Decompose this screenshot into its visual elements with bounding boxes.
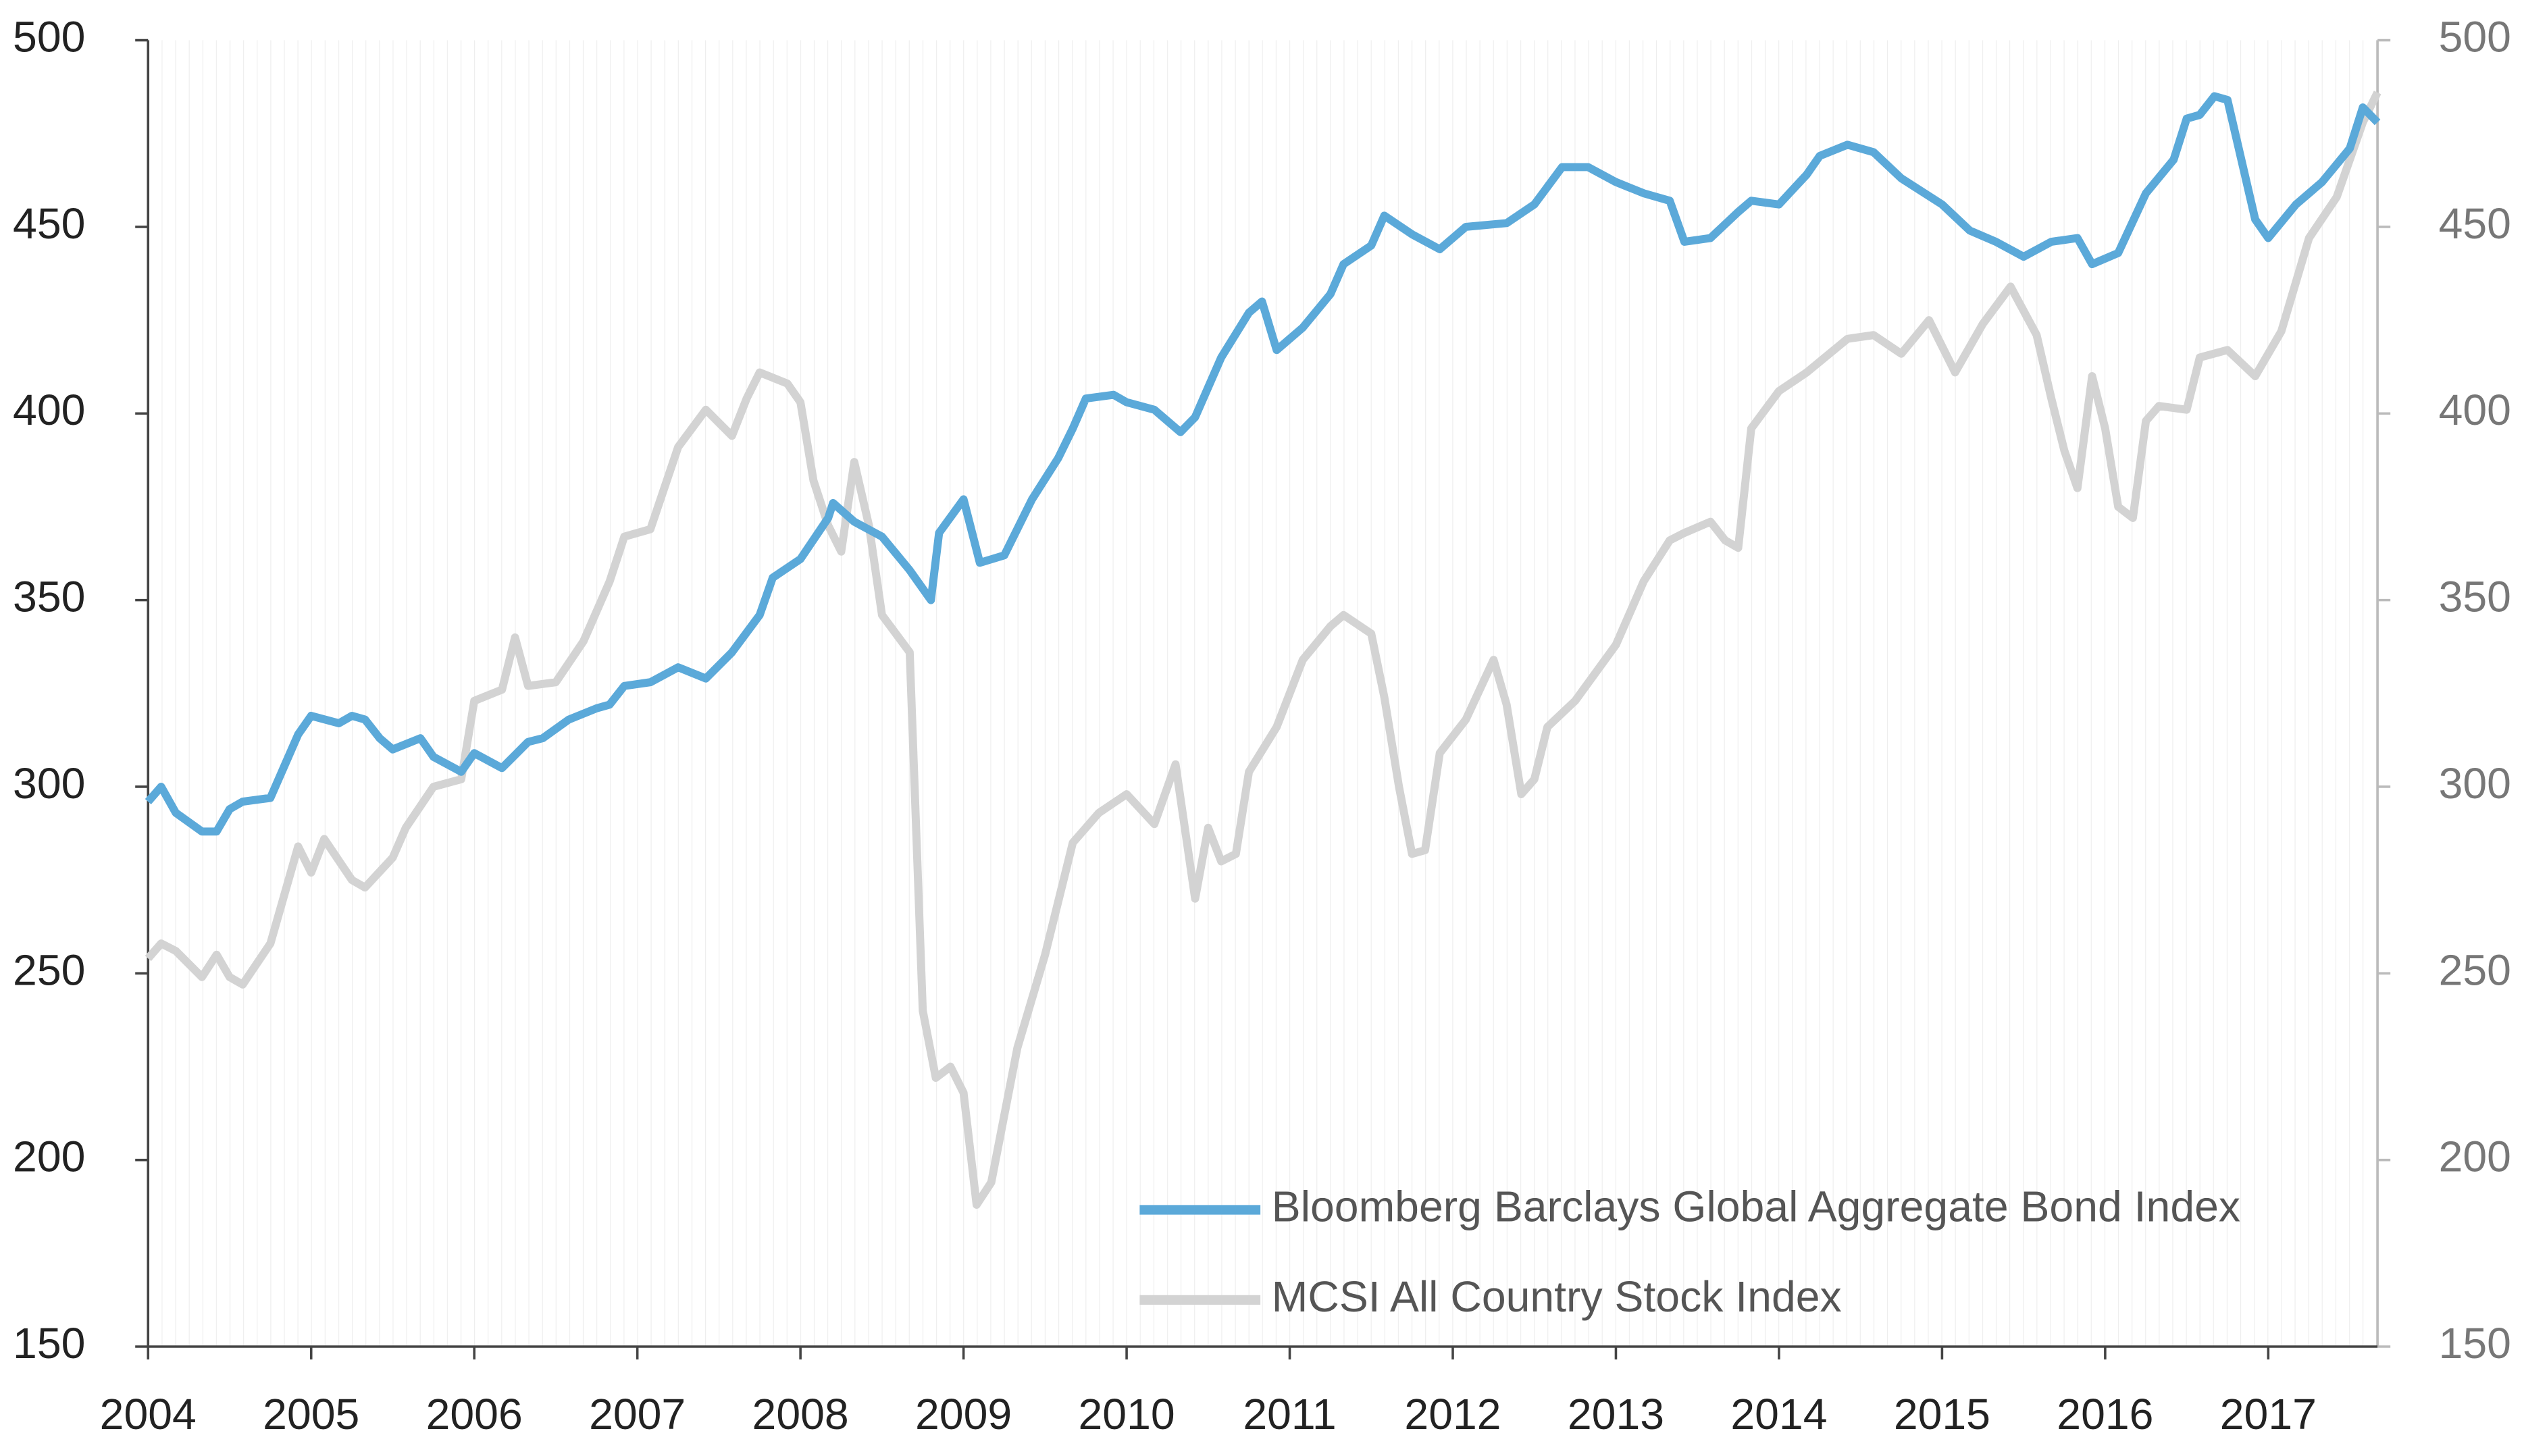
y2-tick-label: 400 bbox=[2439, 386, 2511, 434]
y-tick-label: 500 bbox=[13, 13, 85, 61]
legend-label: MCSI All Country Stock Index bbox=[1272, 1272, 1842, 1321]
y-tick-label: 450 bbox=[13, 199, 85, 248]
y2-tick-label: 500 bbox=[2439, 13, 2511, 61]
legend-label: Bloomberg Barclays Global Aggregate Bond… bbox=[1272, 1182, 2240, 1231]
x-tick-label: 2008 bbox=[752, 1390, 849, 1438]
x-tick-label: 2010 bbox=[1078, 1390, 1175, 1438]
x-tick-label: 2015 bbox=[1894, 1390, 1990, 1438]
y-tick-label: 400 bbox=[13, 386, 85, 434]
x-tick-label: 2012 bbox=[1404, 1390, 1501, 1438]
y2-tick-label: 450 bbox=[2439, 199, 2511, 248]
y-tick-label: 150 bbox=[13, 1319, 85, 1368]
plot-background bbox=[148, 40, 2378, 1347]
x-tick-label: 2005 bbox=[263, 1390, 359, 1438]
x-tick-label: 2017 bbox=[2220, 1390, 2317, 1438]
y2-tick-label: 200 bbox=[2439, 1133, 2511, 1181]
series-line bbox=[145, 92, 2381, 836]
x-tick-label: 2004 bbox=[100, 1390, 197, 1438]
y2-tick-label: 150 bbox=[2439, 1319, 2511, 1368]
y-tick-label: 200 bbox=[13, 1133, 85, 1181]
y-tick-label: 350 bbox=[13, 573, 85, 621]
y2-tick-label: 250 bbox=[2439, 945, 2511, 994]
x-tick-label: 2009 bbox=[915, 1390, 1012, 1438]
y2-tick-label: 350 bbox=[2439, 573, 2511, 621]
x-tick-label: 2011 bbox=[1243, 1390, 1336, 1438]
x-tick-label: 2013 bbox=[1568, 1390, 1664, 1438]
x-tick-label: 2007 bbox=[589, 1390, 686, 1438]
x-tick-label: 2014 bbox=[1730, 1390, 1827, 1438]
y-tick-label: 300 bbox=[13, 759, 85, 808]
y-tick-label: 250 bbox=[13, 945, 85, 994]
series-line bbox=[145, 90, 2381, 1209]
y2-tick-label: 300 bbox=[2439, 759, 2511, 808]
x-tick-label: 2016 bbox=[2057, 1390, 2153, 1438]
x-tick-label: 2006 bbox=[426, 1390, 523, 1438]
